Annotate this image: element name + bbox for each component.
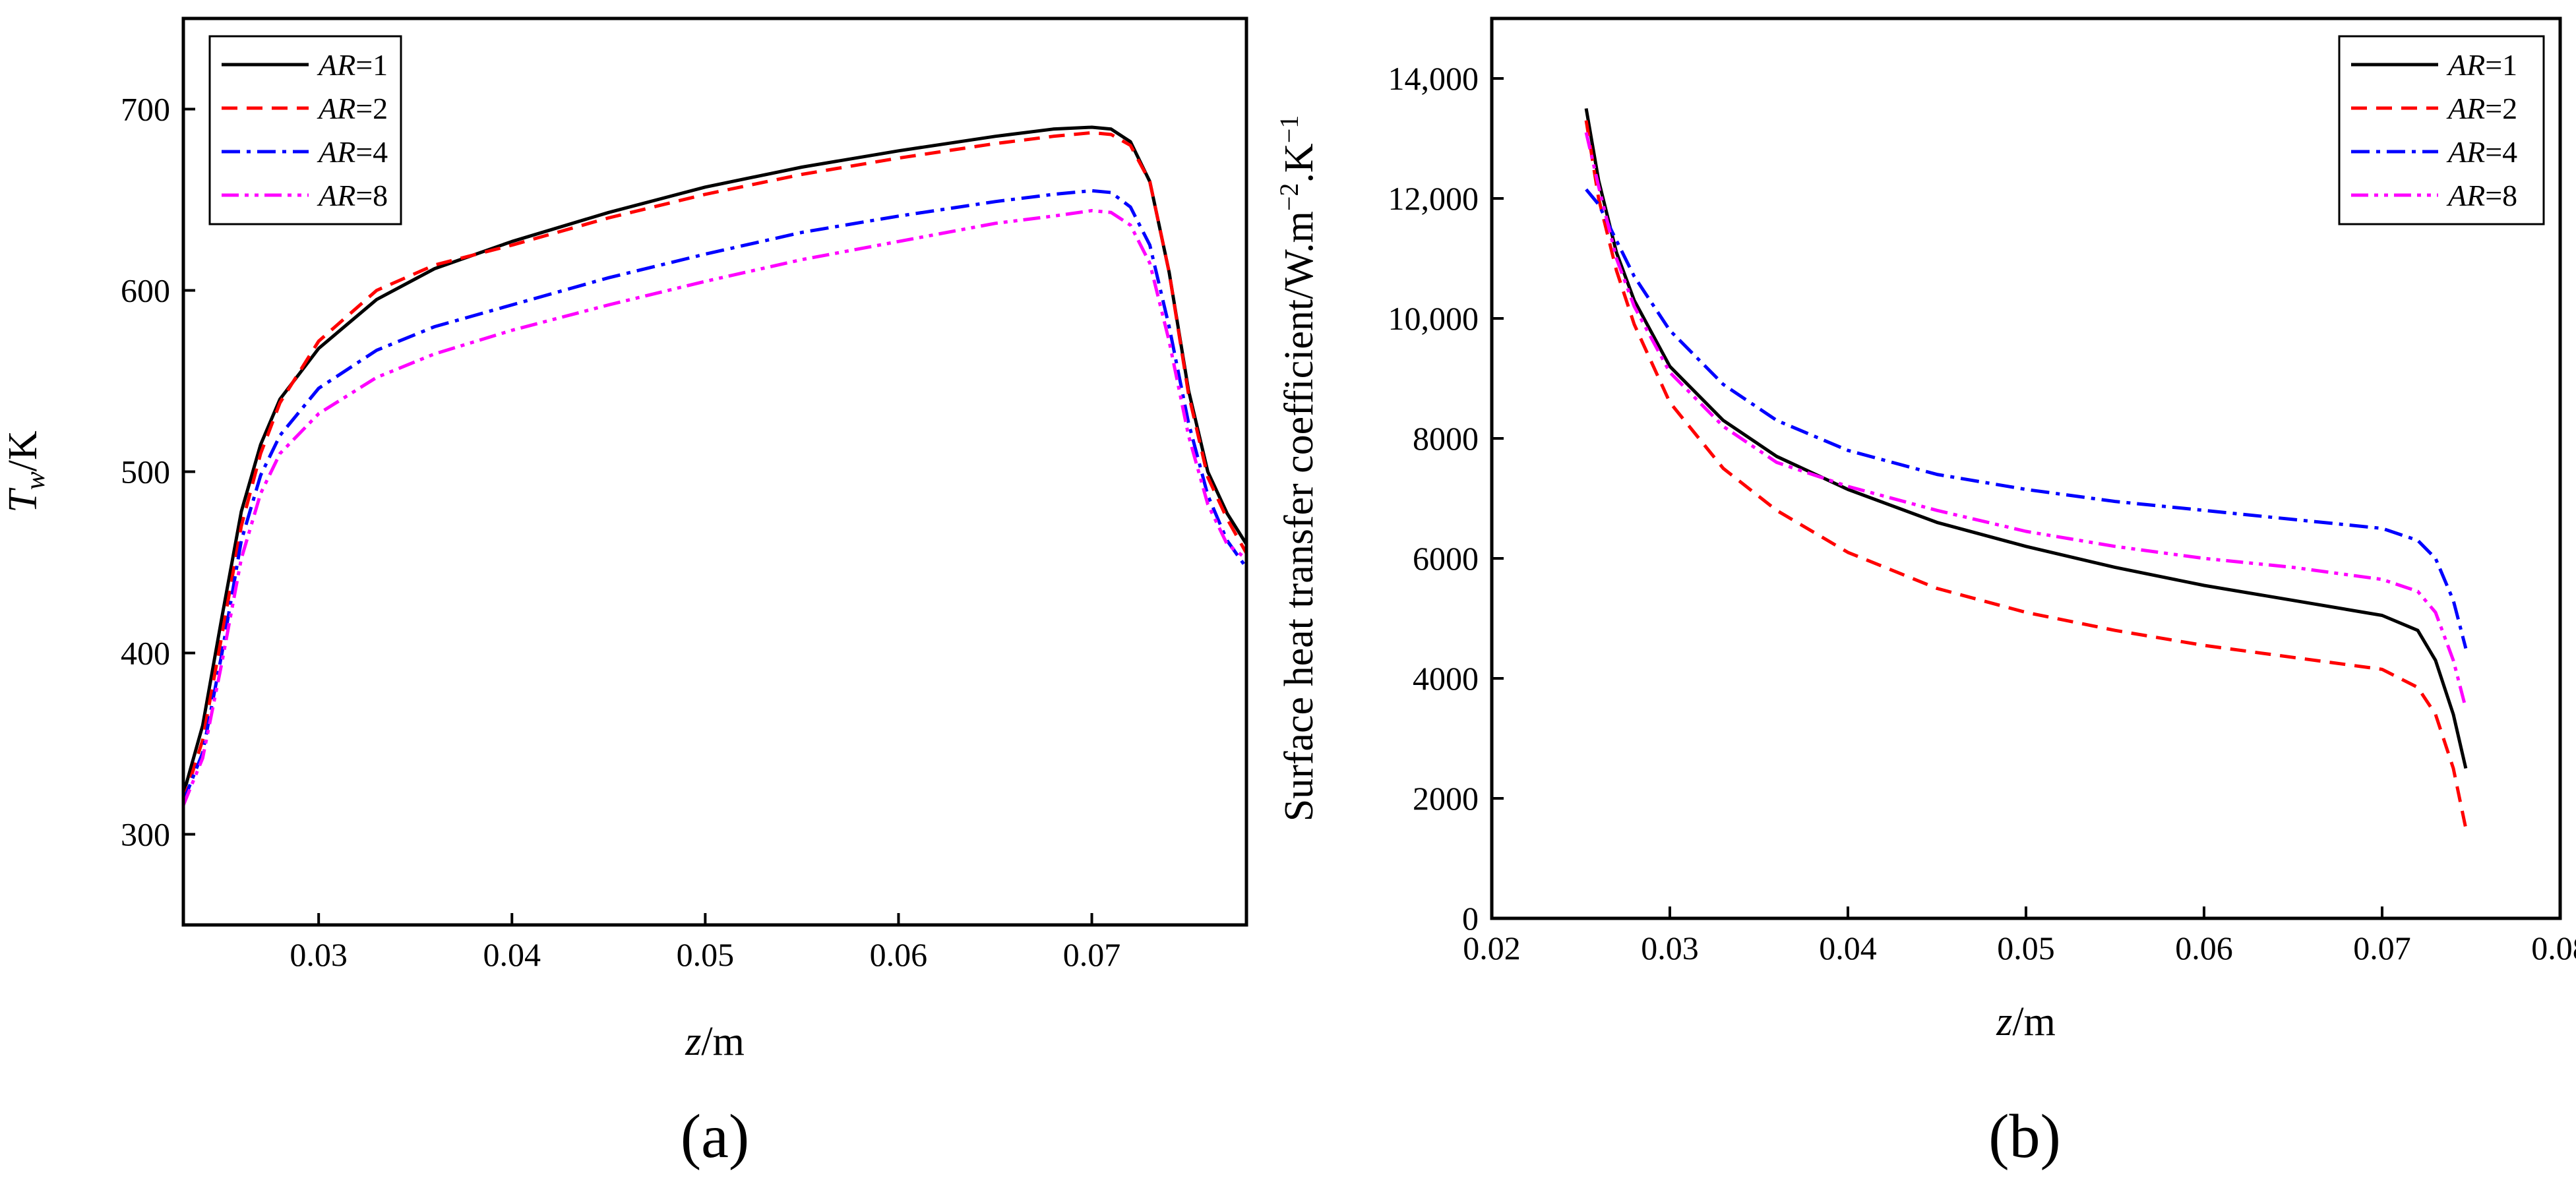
series-line-ar2 <box>1584 120 2468 829</box>
legend-entry-label: AR=8 <box>2446 179 2517 212</box>
x-axis-label-unit: /m <box>2012 999 2055 1044</box>
x-axis-label-var: z <box>1996 999 2012 1044</box>
legend-entry-var: AR <box>317 179 355 212</box>
y-axis-label: Tw/K <box>1 430 51 513</box>
legend-entry-var: AR <box>2446 179 2485 212</box>
series-line-ar4 <box>183 189 1246 802</box>
legend-entry-value: =2 <box>355 92 388 125</box>
y-axis-label-var: T <box>1 487 46 513</box>
legend-box <box>208 35 402 225</box>
series-group <box>183 125 1246 806</box>
x-axis-label: z/m <box>1996 999 2056 1044</box>
y-axis-label-superscript: −1 <box>1274 115 1304 144</box>
legend-entry-label: AR=1 <box>2446 48 2517 82</box>
chart-panel-a: 0.03 0.04 0.05 0.06 0.07 300 400 500 600 700 z/m Tw… <box>1 16 1248 1171</box>
y-tick-label: 4000 <box>1413 660 1479 697</box>
legend-entry-var: AR <box>2446 135 2485 169</box>
legend: AR=1AR=2AR=4AR=8 <box>208 35 402 225</box>
y-tick-label: 10,000 <box>1388 300 1479 337</box>
y-tick-label: 8000 <box>1413 420 1479 457</box>
legend-entry-var: AR <box>317 92 355 125</box>
y-tick-label: 0 <box>1462 900 1479 937</box>
series-line-ar1 <box>1584 108 2468 769</box>
legend-entry-label: AR=4 <box>317 135 388 169</box>
series-line-ar8 <box>183 209 1246 806</box>
x-tick-label: 0.08 <box>2531 930 2576 966</box>
x-tick-label: 0.04 <box>483 936 541 973</box>
y-axis-label-superscript: −2 <box>1274 183 1304 212</box>
legend-entry-var: AR <box>2446 92 2485 125</box>
y-tick-label: 12,000 <box>1388 180 1479 217</box>
legend-entry-value: =8 <box>355 179 388 212</box>
x-tick-label: 0.06 <box>2175 930 2233 966</box>
x-tick-label: 0.02 <box>1463 930 1521 966</box>
x-axis-label-unit: /m <box>701 1019 744 1064</box>
legend-entry-value: =8 <box>2485 179 2517 212</box>
y-tick-label: 600 <box>121 272 170 309</box>
y-tick-label: 6000 <box>1413 540 1479 577</box>
y-tick-label: 700 <box>121 91 170 128</box>
y-axis-label: Surface heat transfer coefficient/W.m−2.… <box>1274 115 1322 822</box>
x-tick-label: 0.07 <box>1063 936 1121 973</box>
legend-entry-var: AR <box>317 135 355 169</box>
y-tick-label: 2000 <box>1413 780 1479 817</box>
y-axis-label-text: Surface heat transfer coefficient/W.m <box>1277 211 1322 821</box>
y-axis-label-unit: /K <box>1 430 46 471</box>
series-group <box>1584 108 2468 829</box>
y-tick-label: 500 <box>121 454 170 490</box>
y-tick-label: 300 <box>121 816 170 853</box>
series-line-ar2 <box>183 131 1246 802</box>
legend-entry-var: AR <box>2446 48 2485 82</box>
legend-entry-value: =4 <box>355 135 388 169</box>
x-axis-label-var: z <box>685 1019 701 1064</box>
x-tick-label: 0.04 <box>1819 930 1877 966</box>
legend-entry-value: =1 <box>355 48 388 82</box>
x-tick-label: 0.06 <box>870 936 928 973</box>
x-tick-label: 0.07 <box>2353 930 2411 966</box>
series-line-ar1 <box>183 125 1246 795</box>
legend-entry-label: AR=2 <box>2446 92 2517 125</box>
legend-entry-var: AR <box>317 48 355 82</box>
y-tick-label: 400 <box>121 635 170 672</box>
x-tick-label: 0.05 <box>1997 930 2055 966</box>
legend-entry-label: AR=2 <box>317 92 388 125</box>
series-line-ar8 <box>1584 132 2468 709</box>
legend-entry-label: AR=4 <box>2446 135 2517 169</box>
y-axis-label-unit: .K <box>1277 143 1322 183</box>
y-tick-label: 14,000 <box>1388 60 1479 97</box>
legend-entry-label: AR=1 <box>317 48 388 82</box>
legend-entry-value: =4 <box>2485 135 2517 169</box>
y-axis-label-subscript: w <box>20 471 51 490</box>
x-axis-label: z/m <box>685 1019 745 1064</box>
x-tick-label: 0.03 <box>1641 930 1699 966</box>
panel-label: (a) <box>681 1102 749 1171</box>
legend: AR=1AR=2AR=4AR=8 <box>2338 35 2545 225</box>
x-tick-label: 0.03 <box>290 936 348 973</box>
legend-entry-value: =2 <box>2485 92 2517 125</box>
panel-label: (b) <box>1988 1102 2061 1171</box>
series-line-ar4 <box>1585 188 2468 649</box>
legend-entry-label: AR=8 <box>317 179 388 212</box>
chart-panel-b: 0.02 0.03 0.04 0.05 0.06 0.07 0.08 0 2000 4000 600… <box>1274 16 2576 1171</box>
legend-box <box>2338 35 2545 225</box>
legend-entry-value: =1 <box>2485 48 2517 82</box>
x-tick-label: 0.05 <box>677 936 735 973</box>
